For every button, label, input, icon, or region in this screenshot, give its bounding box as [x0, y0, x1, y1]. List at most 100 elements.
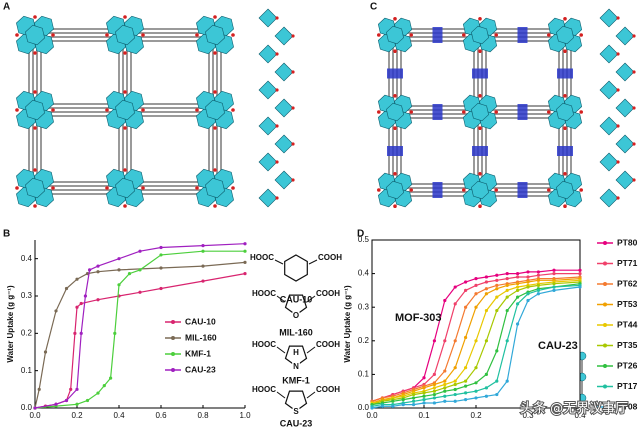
oxygen-atom [409, 33, 414, 37]
oxygen-atom [275, 52, 279, 56]
chain-polyhedron [615, 170, 635, 190]
plot-area [371, 239, 581, 409]
data-point [516, 285, 520, 289]
molecule-name: CAU-10 [280, 294, 313, 304]
data-point [536, 283, 541, 287]
y-tick-label: 0.1 [358, 370, 370, 379]
oxygen-atom [231, 108, 235, 112]
data-point [401, 398, 405, 402]
data-point [495, 392, 499, 397]
data-point [159, 286, 163, 291]
data-point [422, 398, 426, 402]
oxygen-atom [616, 160, 620, 164]
data-point [79, 301, 83, 306]
chain-polyhedron [258, 188, 278, 208]
data-point [474, 277, 478, 281]
legend-label: PT44 [617, 319, 638, 329]
heteroatom: N [293, 362, 299, 371]
data-point [412, 403, 416, 407]
chain-polyhedron [258, 80, 278, 100]
watermark: 头条 @无界议事厅 [520, 401, 628, 417]
metal-polyhedron [556, 180, 574, 200]
oxygen-atom [478, 126, 482, 130]
x-tick-label: 0.4 [113, 411, 125, 420]
x-tick-label: 0.3 [522, 411, 534, 420]
data-point [464, 398, 468, 402]
data-point [401, 403, 405, 407]
group-label: HOOC [252, 340, 276, 349]
x-tick-label: 0.2 [71, 411, 83, 420]
legend-label: PT35 [617, 340, 638, 350]
data-point [453, 399, 457, 403]
data-point [536, 278, 541, 282]
metal-polyhedron [205, 24, 225, 46]
data-point [516, 288, 520, 292]
plot-area [35, 240, 245, 408]
data-point [484, 280, 488, 284]
data-point [495, 273, 499, 277]
oxygen-atom [409, 110, 414, 114]
metal-polyhedron [115, 24, 135, 46]
nitrogen-site [387, 68, 403, 79]
data-point [484, 287, 488, 291]
data-point [75, 387, 79, 391]
group-label: HOOC [252, 289, 276, 298]
chain-polyhedron [274, 26, 294, 46]
data-point [54, 402, 58, 406]
oxygen-atom [563, 126, 567, 130]
oxygen-atom [33, 168, 37, 172]
metal-polyhedron [115, 177, 135, 199]
data-point [443, 298, 447, 303]
legend-marker [603, 323, 607, 327]
data-point [505, 379, 509, 383]
data-point [484, 339, 488, 343]
data-point [474, 292, 478, 296]
x-tick-label: 0.4 [574, 411, 586, 420]
oxygen-atom [15, 186, 19, 190]
oxygen-atom [275, 160, 279, 164]
data-point [79, 331, 83, 335]
oxygen-atom [141, 186, 145, 190]
heteroatom: O [293, 311, 299, 320]
data-point [391, 404, 395, 408]
oxygen-atom [195, 108, 199, 112]
oxygen-atom [494, 188, 499, 192]
data-point [138, 290, 142, 294]
oxygen-atom [563, 204, 567, 208]
x-tick-label: 0.0 [29, 411, 41, 420]
y-tick-label: 0.2 [21, 328, 33, 337]
data-point [516, 275, 520, 279]
oxygen-atom [616, 88, 620, 92]
chain-polyhedron [615, 98, 635, 118]
data-point [578, 272, 582, 276]
charts: 0.0 0.2 0.4 0.6 0.8 1.0 0.0 0.1 0.2 0.3 0.4 Water U… [6, 235, 637, 420]
nitrogen-site [432, 104, 443, 120]
data-point [464, 305, 468, 309]
data-point [495, 308, 499, 313]
bond [276, 391, 286, 399]
data-point [453, 392, 457, 397]
metal-polyhedron [386, 102, 404, 122]
oxygen-atom [563, 49, 567, 53]
data-point [432, 392, 436, 397]
heteroatom-h: H [293, 348, 299, 357]
legend-label: CAU-10 [185, 316, 216, 326]
data-point [412, 392, 416, 397]
data-point [113, 331, 117, 335]
oxygen-atom [123, 15, 127, 19]
oxygen-atom [563, 94, 567, 98]
data-point [516, 295, 520, 299]
oxygen-atom [632, 106, 636, 110]
heteroatom: S [293, 407, 299, 416]
chain-polyhedron [258, 44, 278, 64]
data-point [536, 270, 541, 274]
oxygen-atom [291, 142, 295, 146]
data-point [37, 387, 41, 391]
data-point [495, 283, 499, 287]
bond [276, 295, 286, 303]
oxygen-atom [231, 33, 235, 37]
oxygen-atom [632, 178, 636, 182]
data-point [516, 272, 520, 276]
structure-illustrations [15, 8, 636, 403]
panel-letter: D [357, 229, 364, 240]
